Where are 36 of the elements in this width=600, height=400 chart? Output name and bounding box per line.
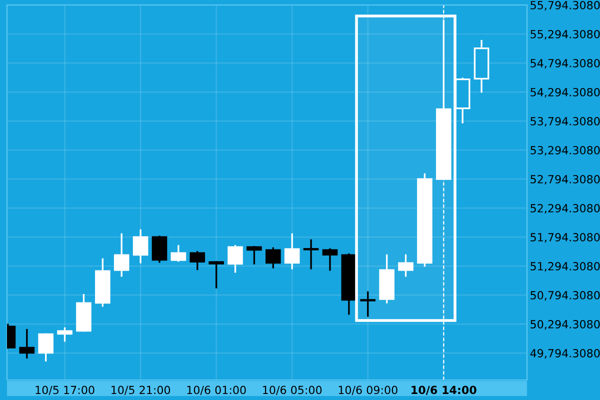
y-tick-label: 51,294.3080 [530,262,600,272]
candlestick [284,232,300,270]
x-tick-label: 10/6 14:00 [412,386,476,396]
x-tick-label: 10/5 21:00 [112,386,170,396]
y-tick-label: 50,794.3080 [530,291,600,301]
y-tick-label: 49,794.3080 [530,349,600,359]
x-tick-label: 10/6 09:00 [338,386,398,396]
x-tick-label: 10/6 01:00 [187,386,246,396]
x-tick-label: 10/5 17:00 [36,386,94,396]
y-tick-label: 52,794.3080 [530,175,600,185]
y-tick-label: 50,294.3080 [530,320,600,330]
candlestick [152,234,168,264]
candlestick [132,228,148,264]
candlestick [398,254,414,278]
y-tick-label: 52,294.3080 [530,204,600,214]
y-tick-label: 54,294.3080 [530,88,600,98]
y-tick-label: 55,794.3080 [530,0,600,11]
candlestick [38,332,54,362]
candlestick [170,244,186,263]
y-tick-label: 55,294.3080 [530,30,600,40]
candlestick [114,232,130,278]
candlestick [246,245,262,266]
candlestick [19,328,35,360]
y-tick-label: 51,794.3080 [530,233,600,243]
candlestick [360,290,376,318]
y-tick-label: 54,794.3080 [530,58,600,69]
candlestick [322,247,338,272]
y-tick-label: 53,294.3080 [530,146,600,156]
candlestick [208,260,224,290]
x-tick-label: 10/6 05:00 [263,386,322,396]
candlestick [190,250,206,271]
candlestick [266,246,281,270]
candlestick [57,326,72,343]
candlestick [228,244,243,274]
candlestick [303,238,319,270]
y-tick-label: 53,794.3080 [530,116,600,127]
